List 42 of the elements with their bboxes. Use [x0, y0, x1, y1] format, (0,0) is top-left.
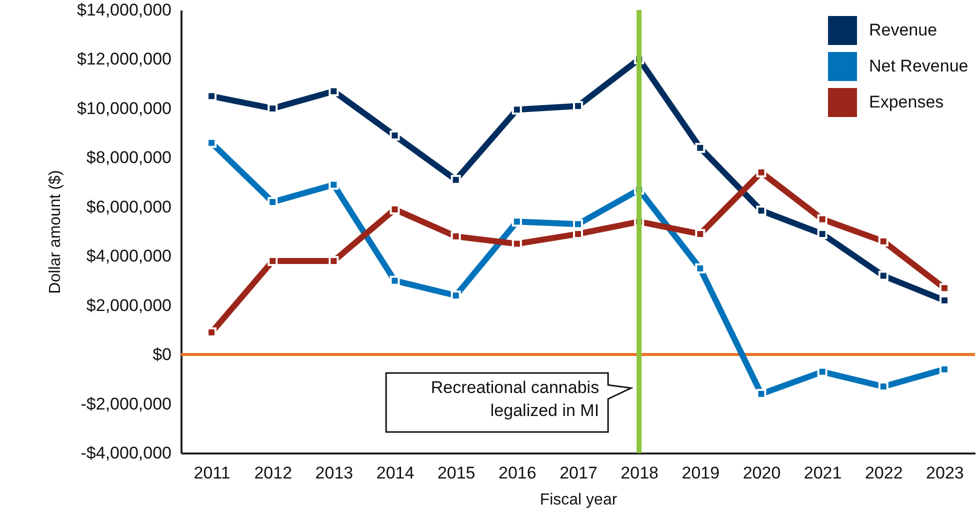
x-tick-label: 2014: [376, 464, 414, 482]
point: [573, 228, 583, 239]
x-tick-label: 2017: [560, 464, 598, 482]
legend-label: Expenses: [869, 92, 944, 112]
ref-line-label: Recreational cannabis legalized in MI: [430, 378, 600, 420]
y-tick-label: $0: [152, 345, 172, 364]
y-tick-label: -$4,000,000: [80, 444, 172, 462]
point: [878, 270, 888, 281]
point: [695, 142, 706, 153]
point: [450, 231, 461, 242]
x-tick-label: 2021: [804, 464, 842, 482]
y-tick-label: -$2,000,000: [80, 394, 172, 414]
x-tick-label: 2020: [742, 464, 781, 482]
x-tick-label: 2022: [864, 464, 903, 482]
point: [817, 228, 828, 239]
y-axis-title: Dollar amount ($): [46, 170, 64, 294]
y-tick-label: $12,000,000: [76, 50, 172, 69]
x-tick-label: 2012: [254, 464, 292, 482]
x-tick-label: 2011: [194, 464, 230, 482]
y-tick-label: $6,000,000: [86, 197, 172, 216]
x-tick-label: 2013: [315, 464, 354, 482]
y-tick-label: $8,000,000: [86, 148, 172, 168]
point: [390, 130, 400, 141]
y-tick-label: $2,000,000: [86, 296, 172, 315]
x-axis-title: Fiscal year: [540, 492, 618, 508]
x-tick-label: 2019: [682, 464, 720, 482]
x-tick-label: 2016: [498, 464, 536, 482]
y-tick-label: $14,000,000: [76, 0, 172, 20]
point: [390, 276, 400, 286]
point: [817, 214, 828, 224]
point: [573, 100, 583, 111]
point: [878, 236, 888, 246]
x-tick-label: 2023: [926, 464, 964, 482]
point: [512, 104, 522, 115]
legend-label: Revenue: [869, 20, 938, 40]
point: [695, 263, 706, 274]
y-tick-label: $10,000,000: [76, 98, 172, 118]
x-tick-label: 2018: [620, 464, 658, 482]
x-tick-label: 2015: [437, 464, 476, 482]
point: [756, 206, 766, 216]
legend-label: Net Revenue: [869, 56, 968, 76]
y-tick-label: $4,000,000: [86, 246, 172, 266]
